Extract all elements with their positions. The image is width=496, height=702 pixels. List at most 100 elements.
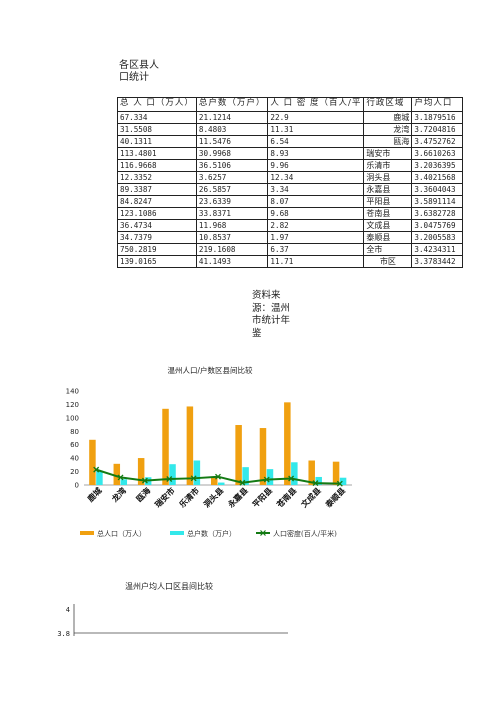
cell-region[interactable]: 永嘉县 <box>363 183 413 196</box>
bar-households[interactable] <box>266 469 274 485</box>
cell-households[interactable]: 30.9968 <box>195 147 269 160</box>
cell-population[interactable]: 116.9668 <box>117 159 197 172</box>
cell-region[interactable]: 乐清市 <box>363 159 413 172</box>
bar-population[interactable] <box>308 460 315 485</box>
bar-population[interactable] <box>113 463 121 485</box>
cell-density[interactable]: 22.9 <box>267 111 365 124</box>
cell-households[interactable]: 26.5857 <box>195 183 269 196</box>
cell-avg-household[interactable]: 3.3604043 <box>411 183 464 196</box>
cell-density[interactable]: 3.34 <box>267 183 365 196</box>
bar-population[interactable] <box>259 428 267 485</box>
bar-population[interactable] <box>211 476 218 485</box>
cell-households[interactable]: 11.5476 <box>195 135 269 148</box>
cell-region[interactable]: 洞头县 <box>363 171 413 184</box>
cell-region[interactable]: 文成县 <box>363 219 413 232</box>
cell-avg-household[interactable]: 3.6610263 <box>411 147 464 160</box>
cell-density[interactable]: 11.71 <box>267 255 365 268</box>
cell-region[interactable]: 瓯海 <box>363 135 413 148</box>
cell-region[interactable]: 市区 <box>363 255 413 268</box>
density-point[interactable] <box>93 466 100 473</box>
cell-households[interactable]: 41.1493 <box>195 255 269 268</box>
cell-avg-household[interactable]: 3.7204816 <box>411 123 464 136</box>
cell-households[interactable]: 219.1608 <box>195 243 269 256</box>
cell-avg-household[interactable]: 3.0475769 <box>411 219 464 232</box>
density-point[interactable] <box>190 475 197 482</box>
cell-households[interactable]: 21.1214 <box>195 111 269 124</box>
cell-population[interactable]: 40.1311 <box>117 135 197 148</box>
cell-population[interactable]: 31.5508 <box>117 123 197 136</box>
bar-households[interactable] <box>339 477 347 485</box>
cell-population[interactable]: 36.4734 <box>117 219 197 232</box>
bar-population[interactable] <box>162 408 169 485</box>
cell-density[interactable]: 6.37 <box>267 243 365 256</box>
cell-households[interactable]: 36.5106 <box>195 159 269 172</box>
bar-households[interactable] <box>120 479 128 485</box>
bar-population[interactable] <box>284 402 291 485</box>
bar-population[interactable] <box>89 439 96 485</box>
bar-households[interactable] <box>218 482 225 485</box>
cell-region[interactable]: 龙湾 <box>363 123 413 136</box>
cell-avg-household[interactable]: 3.3783442 <box>411 255 464 268</box>
density-point[interactable] <box>336 480 343 487</box>
bar-households[interactable] <box>96 470 103 485</box>
cell-avg-household[interactable]: 3.4752762 <box>411 135 464 148</box>
density-point[interactable] <box>141 477 148 484</box>
cell-population[interactable]: 89.3387 <box>117 183 197 196</box>
cell-region[interactable]: 瑞安市 <box>363 147 413 160</box>
density-point[interactable] <box>215 473 221 480</box>
cell-density[interactable]: 9.68 <box>267 207 365 220</box>
cell-population[interactable]: 34.7379 <box>117 231 197 244</box>
cell-households[interactable]: 3.6257 <box>195 171 269 184</box>
density-point[interactable] <box>166 476 173 482</box>
bar-households[interactable] <box>242 467 249 485</box>
cell-region[interactable]: 鹿城 <box>363 111 413 124</box>
cell-households[interactable]: 10.8537 <box>195 231 269 244</box>
cell-population[interactable]: 139.0165 <box>117 255 197 268</box>
cell-population[interactable]: 123.1086 <box>117 207 197 220</box>
cell-avg-household[interactable]: 3.5891114 <box>411 195 464 208</box>
cell-density[interactable]: 12.34 <box>267 171 365 184</box>
cell-region[interactable]: 泰顺县 <box>363 231 413 244</box>
bar-households[interactable] <box>169 464 176 485</box>
bar-population[interactable] <box>332 461 340 485</box>
bar-households[interactable] <box>291 462 298 485</box>
cell-households[interactable]: 23.6339 <box>195 195 269 208</box>
bar-population[interactable] <box>186 406 194 485</box>
density-point[interactable] <box>263 476 270 483</box>
bar-population[interactable] <box>137 458 145 485</box>
column-header[interactable]: 总 人 口（万人） <box>117 97 197 112</box>
legend-item[interactable]: 总户数（万户） <box>170 529 236 538</box>
cell-households[interactable]: 11.968 <box>195 219 269 232</box>
bar-population[interactable] <box>235 425 242 485</box>
bar-households[interactable] <box>315 476 322 485</box>
legend-item[interactable]: 人口密度(百人/平米) <box>256 529 337 538</box>
column-header[interactable]: 人 口 密 度（百人/平 <box>267 97 365 112</box>
cell-density[interactable]: 8.07 <box>267 195 365 208</box>
cell-avg-household[interactable]: 3.4021568 <box>411 171 464 184</box>
cell-households[interactable]: 8.4803 <box>195 123 269 136</box>
cell-region[interactable]: 全市 <box>363 243 413 256</box>
cell-population[interactable]: 113.4801 <box>117 147 197 160</box>
density-point[interactable] <box>239 479 246 486</box>
density-point[interactable] <box>117 474 124 481</box>
cell-density[interactable]: 9.96 <box>267 159 365 172</box>
cell-population[interactable]: 84.8247 <box>117 195 197 208</box>
cell-density[interactable]: 2.82 <box>267 219 365 232</box>
cell-density[interactable]: 8.93 <box>267 147 365 160</box>
cell-density[interactable]: 6.54 <box>267 135 365 148</box>
cell-avg-household[interactable]: 3.6382728 <box>411 207 464 220</box>
cell-region[interactable]: 平阳县 <box>363 195 413 208</box>
column-header[interactable]: 总户数（万户） <box>195 97 269 112</box>
cell-avg-household[interactable]: 3.1879516 <box>411 111 464 124</box>
cell-population[interactable]: 67.334 <box>117 111 197 124</box>
cell-density[interactable]: 11.31 <box>267 123 365 136</box>
density-point[interactable] <box>288 475 295 482</box>
column-header[interactable]: 户均人口 <box>411 97 464 112</box>
cell-avg-household[interactable]: 3.2005583 <box>411 231 464 244</box>
cell-region[interactable]: 苍南县 <box>363 207 413 220</box>
cell-population[interactable]: 12.3352 <box>117 171 197 184</box>
column-header[interactable]: 行政区域 <box>363 97 413 112</box>
cell-population[interactable]: 750.2819 <box>117 243 197 256</box>
cell-households[interactable]: 33.8371 <box>195 207 269 220</box>
cell-avg-household[interactable]: 3.4234311 <box>411 243 464 256</box>
